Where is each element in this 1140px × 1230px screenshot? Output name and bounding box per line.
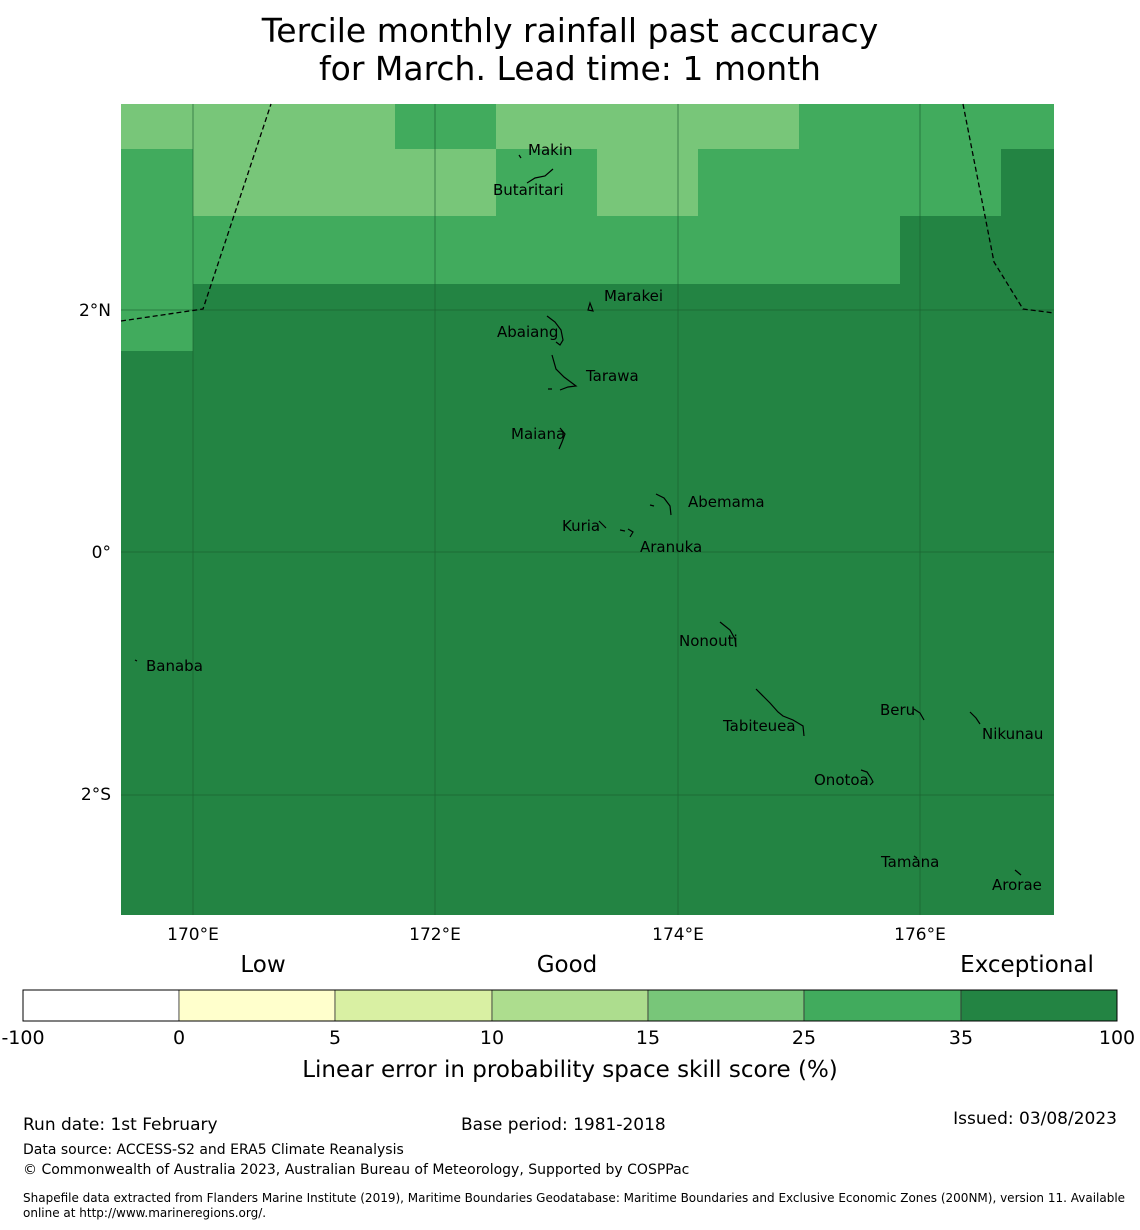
legend-category-low: Low [240,952,285,978]
colorbar-swatch [803,989,962,1022]
copyright: © Commonwealth of Australia 2023, Austra… [23,1162,690,1178]
colorbar-swatch [334,989,493,1022]
island-label: Makin [528,141,573,159]
data-source: Data source: ACCESS-S2 and ERA5 Climate … [23,1142,404,1158]
island-label: Nikunau [982,725,1043,743]
colorbar-tick: 10 [480,1027,504,1049]
colorbar [22,989,1118,1022]
lon-tick-label: 172°E [409,925,461,945]
skill-cells-35-100 [900,149,1054,284]
island-label: Banaba [146,657,203,675]
colorbar-tick: 5 [329,1027,341,1049]
island-label: Tabiteuea [722,717,796,735]
island-label: Onotoa [814,771,869,789]
eez-boundary [120,103,1055,322]
legend-category-exceptional: Exceptional [960,952,1094,978]
island-label: Abemama [688,493,765,511]
colorbar-tick: 35 [949,1027,973,1049]
issued-date: Issued: 03/08/2023 [953,1109,1117,1129]
colorbar-tick: -100 [1,1027,44,1049]
lon-tick-label: 174°E [652,925,704,945]
lat-tick-label: 0° [92,543,111,563]
skill-map: Makin Butaritari Marakei Abaiang Tarawa … [1,103,1135,1083]
colorbar-swatch [960,989,1118,1022]
run-date: Run date: 1st February [23,1115,218,1135]
island-label: Beru [880,701,915,719]
island-label: Maiana [511,425,565,443]
map-title-line2: for March. Lead time: 1 month [319,49,821,88]
colorbar-tick: 0 [173,1027,185,1049]
colorbar-tick: 25 [792,1027,816,1049]
colorbar-swatch [491,989,649,1022]
lat-tick-label: 2°S [81,785,111,805]
legend-category-good: Good [537,952,598,978]
island-label: Kuria [562,517,600,535]
island-label: Tarawa [585,367,639,385]
island-label: Nonouti [679,632,738,650]
colorbar-tick: 15 [636,1027,660,1049]
island-label: Marakei [604,287,663,305]
lat-tick-label: 2°N [79,301,111,321]
lon-tick-label: 170°E [167,925,219,945]
map-title-line1: Tercile monthly rainfall past accuracy [261,11,879,50]
island-outlines [134,154,1022,876]
base-period: Base period: 1981-2018 [461,1115,666,1135]
island-label: Tamana [880,853,939,871]
island-labels: Makin Butaritari Marakei Abaiang Tarawa … [146,141,1043,894]
colorbar-tick: 100 [1099,1027,1135,1049]
island-label: Aranuka [640,538,702,556]
lon-tick-label: 176°E [894,925,946,945]
shapefile-credit: Shapefile data extracted from Flanders M… [23,1191,1126,1220]
island-label: Arorae [992,876,1042,894]
island-label: Butaritari [493,181,564,199]
colorbar-swatch [22,989,180,1022]
colorbar-label: Linear error in probability space skill … [302,1057,838,1083]
colorbar-swatch [647,989,805,1022]
island-label: Abaiang [497,323,558,341]
colorbar-swatch [178,989,336,1022]
